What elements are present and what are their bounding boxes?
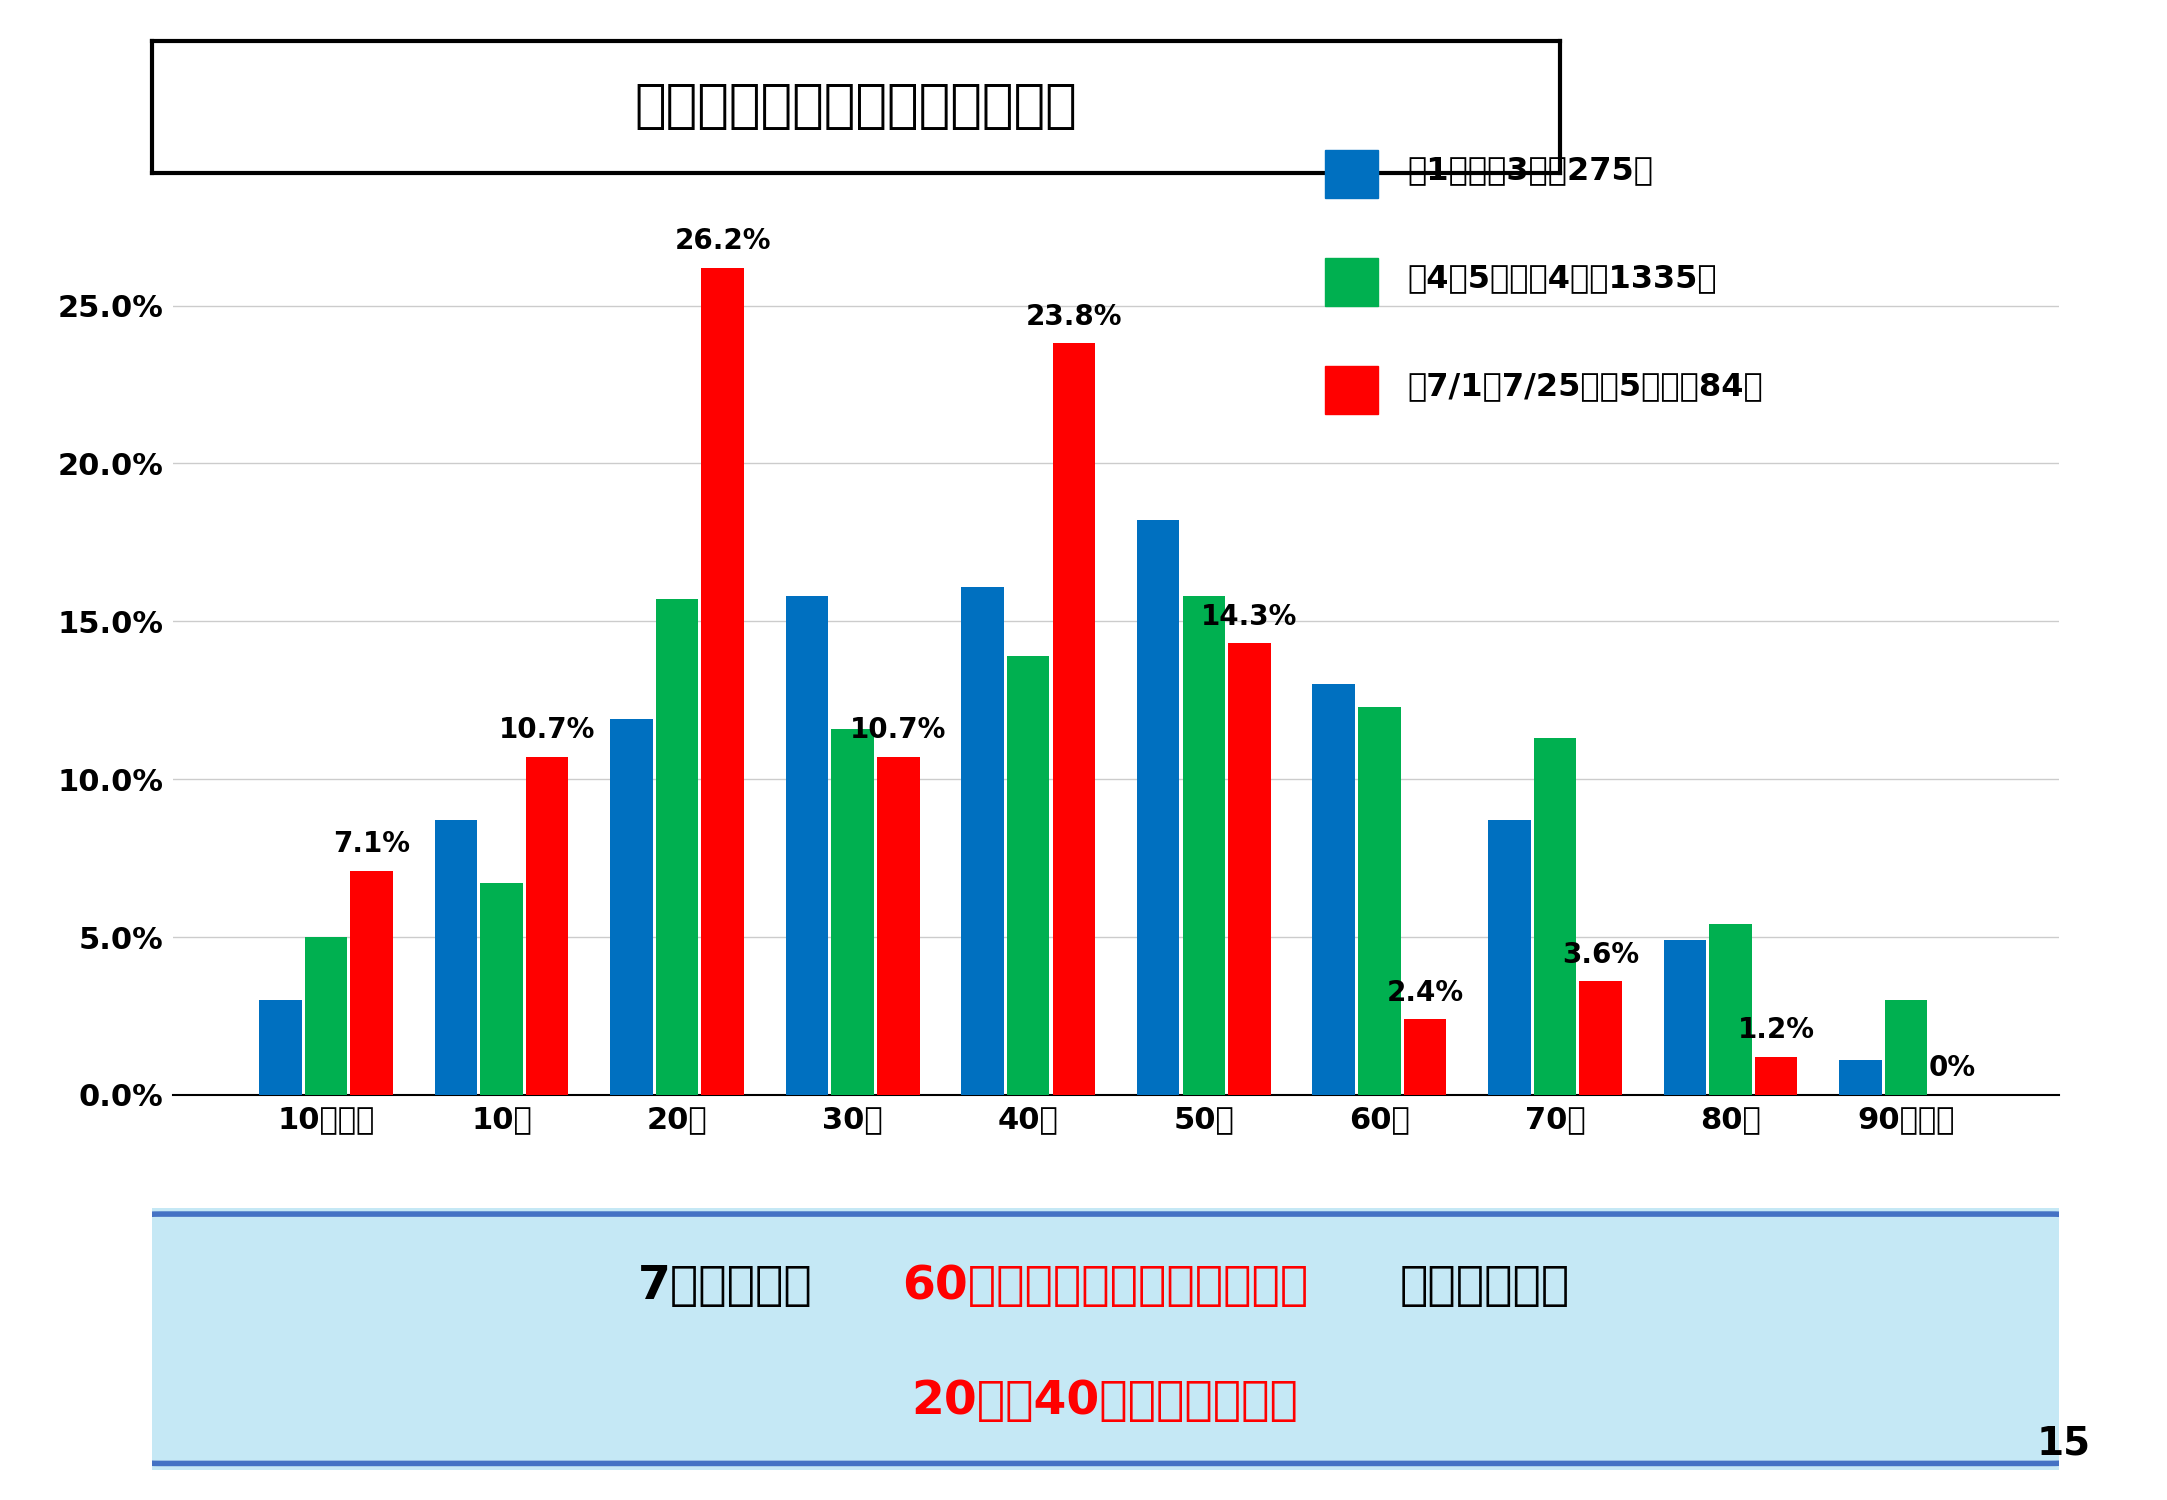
Bar <box>1580 981 1621 1095</box>
Bar <box>1664 940 1705 1095</box>
Text: 1.2%: 1.2% <box>1738 1017 1814 1044</box>
Bar <box>436 821 477 1095</box>
Text: ：4・5月（第4波）1335人: ：4・5月（第4波）1335人 <box>1406 264 1716 294</box>
Bar <box>481 884 522 1095</box>
Bar <box>878 758 919 1095</box>
Bar <box>351 871 392 1095</box>
Bar <box>527 758 568 1095</box>
Text: 0%: 0% <box>1929 1054 1976 1083</box>
Bar <box>1359 706 1400 1095</box>
Bar <box>1324 258 1378 306</box>
Bar <box>1313 684 1354 1095</box>
Bar <box>962 586 1003 1095</box>
Bar <box>1008 656 1049 1095</box>
Bar <box>832 729 873 1095</box>
Bar <box>260 1000 301 1095</box>
Text: 26.2%: 26.2% <box>674 226 771 255</box>
Bar <box>702 267 743 1095</box>
Bar <box>1229 644 1270 1095</box>
Bar <box>1324 150 1378 198</box>
Text: ：1月（第3波）275人: ：1月（第3波）275人 <box>1406 156 1653 186</box>
Text: 10.7%: 10.7% <box>849 717 947 744</box>
Bar <box>611 718 652 1095</box>
Text: 20代～40代の割合が増加: 20代～40代の割合が増加 <box>912 1380 1298 1425</box>
Bar <box>306 938 347 1095</box>
Bar <box>1710 924 1751 1095</box>
Text: 14.3%: 14.3% <box>1201 603 1298 632</box>
Text: 23.8%: 23.8% <box>1025 303 1123 332</box>
Bar <box>1534 738 1575 1095</box>
Text: 15: 15 <box>2037 1425 2091 1462</box>
FancyBboxPatch shape <box>132 1214 2078 1464</box>
Bar <box>1183 596 1224 1095</box>
Text: 60代以上の割合が大きく減少: 60代以上の割合が大きく減少 <box>901 1263 1309 1308</box>
Bar <box>1324 366 1378 414</box>
Text: している一方: している一方 <box>1400 1263 1571 1308</box>
Bar <box>1489 821 1530 1095</box>
Bar <box>1053 344 1094 1095</box>
Text: 10.7%: 10.7% <box>498 717 596 744</box>
Bar <box>1138 520 1179 1095</box>
Text: 市内感染者の年代別割合の推移: 市内感染者の年代別割合の推移 <box>635 81 1077 132</box>
Text: 7月からは、: 7月からは、 <box>637 1263 813 1308</box>
Text: ：7/1～7/25（第5波？）84人: ：7/1～7/25（第5波？）84人 <box>1406 372 1764 402</box>
Bar <box>787 596 828 1095</box>
Text: 3.6%: 3.6% <box>1562 940 1638 969</box>
Bar <box>1885 1000 1926 1095</box>
Text: 7.1%: 7.1% <box>334 830 410 858</box>
Bar <box>1755 1058 1796 1095</box>
Text: 2.4%: 2.4% <box>1387 978 1463 1006</box>
Bar <box>1840 1060 1881 1095</box>
Bar <box>657 598 698 1095</box>
Bar <box>1404 1019 1445 1095</box>
